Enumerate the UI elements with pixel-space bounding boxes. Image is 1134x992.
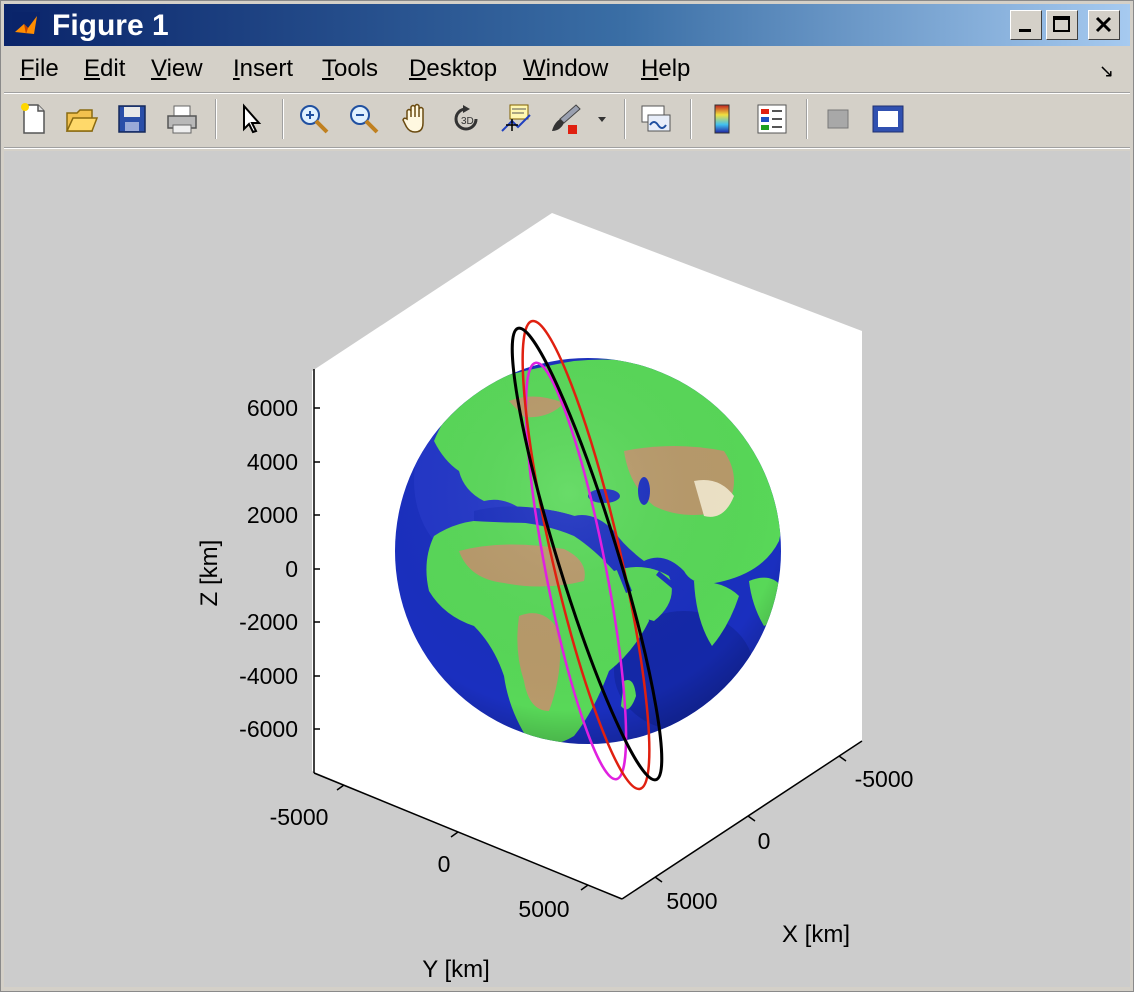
new-figure-icon[interactable] (16, 101, 52, 137)
link-plot-icon[interactable] (638, 101, 674, 137)
menu-tools[interactable]: Tools (322, 55, 379, 82)
y-tick-label: 0 (438, 851, 451, 877)
earth-globe (395, 358, 781, 744)
figure-canvas[interactable]: 6000 4000 2000 0 -2000 -4000 -6000 -5000… (4, 151, 1130, 987)
y-axis-label: Y [km] (422, 956, 490, 983)
z-tick-label: -2000 (239, 609, 298, 635)
x-ticks (654, 755, 847, 883)
orbit-line-black (510, 326, 664, 782)
x-axis-line (621, 740, 863, 900)
figure-toolbar: 3D (4, 95, 1130, 145)
show-plot-tools-icon[interactable] (870, 101, 906, 137)
menu-file-rest: ile (34, 55, 59, 82)
z-ticks (314, 407, 320, 730)
z-tick-label: 0 (285, 556, 298, 582)
x-tick-label: 0 (758, 828, 771, 854)
menu-edit[interactable]: Edit (84, 55, 126, 82)
edit-plot-arrow-icon[interactable] (232, 101, 268, 137)
x-tick-label: 5000 (666, 888, 717, 914)
brush-icon[interactable] (548, 101, 584, 137)
z-tick-label: 2000 (247, 502, 298, 528)
z-tick-label: -4000 (239, 663, 298, 689)
orbit-line-magenta (524, 361, 628, 781)
zoom-in-icon[interactable] (296, 101, 332, 137)
menu-desktop[interactable]: Desktop (409, 55, 498, 82)
axes-3d[interactable]: 6000 4000 2000 0 -2000 -4000 -6000 -5000… (4, 151, 1130, 987)
z-tick-label: -6000 (239, 716, 298, 742)
toolbar-separator (806, 99, 808, 139)
hide-plot-tools-icon[interactable] (820, 101, 856, 137)
y-tick-label: -5000 (270, 804, 329, 830)
rotate-3d-icon[interactable]: 3D (448, 101, 484, 137)
minimize-button[interactable] (1010, 10, 1042, 40)
menu-view[interactable]: View (151, 55, 203, 82)
toolbar-separator (624, 99, 626, 139)
x-tick-label: -5000 (855, 766, 914, 792)
close-icon (1095, 16, 1112, 33)
data-cursor-icon[interactable] (498, 101, 534, 137)
svg-text:3D: 3D (461, 116, 474, 127)
open-file-icon[interactable] (64, 101, 100, 137)
colorbar-icon[interactable] (704, 101, 740, 137)
menu-insert[interactable]: Insert (233, 55, 294, 82)
maximize-button[interactable] (1046, 10, 1078, 40)
y-tick-label: 5000 (518, 896, 569, 922)
toolbar-separator (282, 99, 284, 139)
save-icon[interactable] (114, 101, 150, 137)
x-axis-label: X [km] (782, 921, 850, 948)
toolbar-separator-line (4, 147, 1130, 149)
close-button[interactable] (1088, 10, 1120, 40)
print-icon[interactable] (164, 101, 200, 137)
matlab-logo-icon (12, 12, 40, 40)
legend-icon[interactable] (754, 101, 790, 137)
toolbar-separator (690, 99, 692, 139)
orbit-line-red (521, 319, 651, 791)
z-tick-label: 6000 (247, 395, 298, 421)
minimize-icon (1019, 29, 1031, 32)
brush-dropdown-icon[interactable] (594, 101, 610, 137)
menu-bar: File Edit View Insert Tools Desktop Wind… (4, 49, 1130, 91)
maximize-icon (1053, 16, 1070, 32)
y-ticks (336, 784, 589, 891)
toolbar-separator (215, 99, 217, 139)
zoom-out-icon[interactable] (346, 101, 382, 137)
window-title: Figure 1 (52, 9, 169, 42)
menu-separator (4, 92, 1130, 94)
menu-file[interactable]: File (20, 55, 59, 82)
y-axis-line (313, 772, 623, 900)
z-tick-label: 4000 (247, 449, 298, 475)
pan-hand-icon[interactable] (398, 101, 434, 137)
menu-help[interactable]: Help (641, 55, 691, 82)
title-bar[interactable]: Figure 1 (4, 4, 1130, 46)
menu-window[interactable]: Window (523, 55, 609, 82)
z-axis-label: Z [km] (196, 540, 223, 607)
dock-arrow-icon[interactable]: ↘ (1098, 61, 1114, 81)
